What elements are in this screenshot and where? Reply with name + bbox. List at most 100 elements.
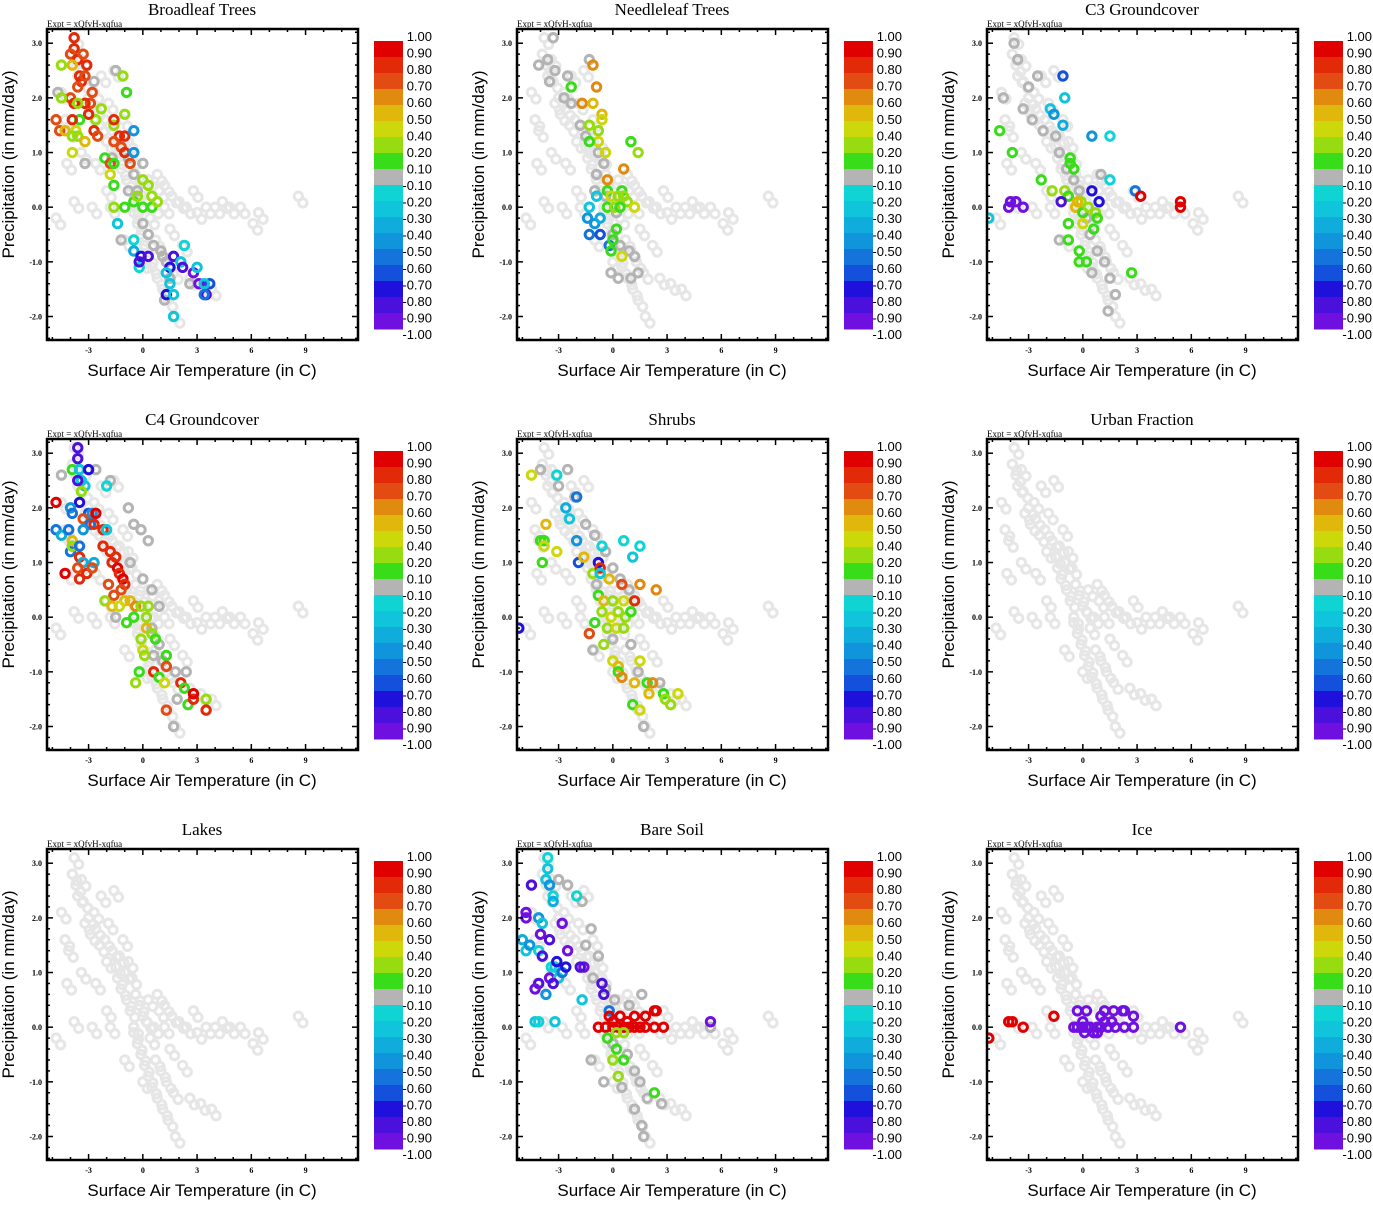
colorbar-label: 0.90 <box>1347 46 1372 61</box>
data-point <box>120 86 133 99</box>
background-point <box>110 951 123 963</box>
colorbar-swatch <box>844 73 873 90</box>
data-point <box>73 540 86 552</box>
neutral-point <box>124 556 136 569</box>
colorbar-label: 0.70 <box>407 79 432 94</box>
background-point <box>1191 634 1204 646</box>
colorbar-swatch <box>1314 1101 1343 1118</box>
panel-broadleaf-trees: Broadleaf Trees Expt = xQfvH-xqfua -3 0 3 6 9 -… <box>0 0 460 410</box>
y-tick-label: 3.0 <box>32 859 42 868</box>
colorbar-swatch <box>1314 579 1343 596</box>
data-point <box>64 48 77 60</box>
background-point <box>105 962 117 974</box>
colorbar-label: 0.10 <box>1347 981 1372 996</box>
background-point <box>163 618 175 630</box>
colorbar-label: 0.50 <box>877 932 902 947</box>
x-axis-label: Surface Air Temperature (in C) <box>87 1181 316 1200</box>
panel-title: C4 Groundcover <box>145 410 259 429</box>
background-point <box>72 612 85 624</box>
colorbar-label: -0.40 <box>872 638 902 653</box>
data-point <box>1174 201 1187 213</box>
data-point <box>570 491 583 503</box>
data-point <box>111 217 124 230</box>
background-point <box>597 962 609 974</box>
x-tick-label: 9 <box>304 1166 308 1175</box>
background-point <box>141 672 154 685</box>
colorbar-label: 0.70 <box>1347 79 1372 94</box>
colorbar-swatch <box>1314 957 1343 974</box>
panel-title: Lakes <box>182 820 223 839</box>
background-point <box>1065 590 1077 603</box>
plot-frame <box>515 437 830 752</box>
background-point <box>1237 607 1249 619</box>
background-point <box>727 1033 739 1045</box>
background-point <box>1076 224 1088 236</box>
background-point <box>1121 1066 1133 1078</box>
background-point <box>185 618 197 630</box>
colorbar-label: 0.50 <box>407 112 432 127</box>
background-point <box>177 1022 190 1034</box>
neutral-point <box>1068 174 1080 186</box>
colorbar-label: 0.90 <box>877 866 902 881</box>
colorbar-label: 0.80 <box>877 62 902 77</box>
background-point <box>195 1033 208 1045</box>
background-point <box>92 913 105 925</box>
data-point <box>601 174 614 186</box>
background-point <box>1197 213 1209 225</box>
background-point <box>1005 164 1018 176</box>
colorbar-swatch <box>1314 1005 1343 1022</box>
data-point <box>596 114 608 126</box>
neutral-point <box>137 217 149 230</box>
x-tick-label: 9 <box>774 346 778 355</box>
background-point <box>134 585 146 597</box>
background-point <box>1112 1093 1124 1106</box>
background-point <box>1079 645 1092 657</box>
y-tick-label: 3.0 <box>502 859 512 868</box>
background-point <box>228 208 240 220</box>
y-tick-label: -2.0 <box>29 722 42 731</box>
background-point <box>1114 317 1126 329</box>
colorbar-swatch <box>1314 611 1343 628</box>
colorbar-label: 0.70 <box>877 489 902 504</box>
data-point <box>657 1021 670 1033</box>
background-point <box>1103 208 1115 220</box>
data-point <box>64 545 77 558</box>
scatter-plot: Bare Soil Expt = xQfvH-xqfua -3 0 3 6 9 -2.0 -1.… <box>470 820 902 1200</box>
panel-title: Urban Fraction <box>1090 410 1194 429</box>
colorbar-swatch <box>374 217 403 234</box>
data-point <box>612 660 624 673</box>
background-point <box>542 202 555 214</box>
colorbar-swatch <box>844 265 873 282</box>
colorbar-label: 1.00 <box>877 849 902 864</box>
colorbar-swatch <box>374 893 403 910</box>
data-point <box>1062 217 1075 230</box>
background-point <box>213 208 226 220</box>
colorbar-label: -0.80 <box>402 1114 432 1129</box>
colorbar-label: 0.40 <box>877 948 902 963</box>
colorbar-label: -0.70 <box>872 687 902 702</box>
background-point <box>181 1066 193 1078</box>
data-point <box>79 70 91 82</box>
data-point <box>1086 185 1098 197</box>
data-point <box>82 108 95 120</box>
panel-title: C3 Groundcover <box>1085 0 1199 19</box>
background-point <box>116 978 128 991</box>
data-point <box>1082 201 1094 213</box>
colorbar-label: -0.50 <box>872 244 902 259</box>
colorbar-label: -0.60 <box>872 261 902 276</box>
colorbar-swatch <box>844 1117 873 1134</box>
points-layer <box>50 32 309 329</box>
data-point <box>120 616 133 629</box>
background-point <box>185 1028 197 1040</box>
background-point <box>139 1055 152 1067</box>
background-point <box>573 940 586 952</box>
data-point <box>1127 1010 1140 1022</box>
colorbar-swatch <box>1314 313 1343 330</box>
data-point <box>576 994 588 1006</box>
colorbar-swatch <box>374 595 403 612</box>
colorbar-swatch <box>1314 1053 1343 1070</box>
background-point <box>239 208 251 220</box>
background-point <box>1031 618 1043 630</box>
background-point <box>150 1088 163 1100</box>
colorbar-label: -1.00 <box>402 327 432 342</box>
